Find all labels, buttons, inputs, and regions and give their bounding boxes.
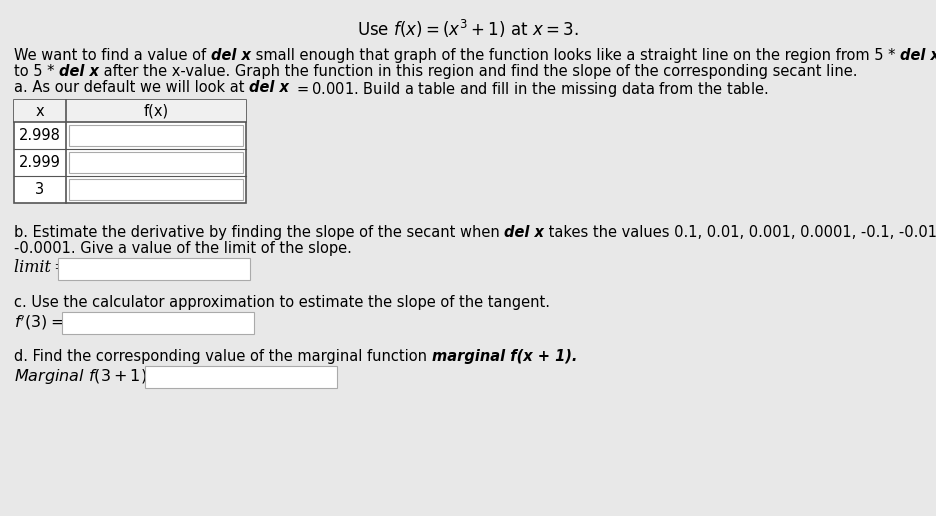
Text: -0.0001. Give a value of the limit of the slope.: -0.0001. Give a value of the limit of th… [14,241,352,256]
Bar [14,100,246,122]
Text: small enough that graph of the function looks like a straight line on the region: small enough that graph of the function … [251,48,899,63]
Text: b. Estimate the derivative by finding the slope of the secant when: b. Estimate the derivative by finding th… [14,225,505,240]
Text: f(x): f(x) [143,104,168,119]
Text: del x: del x [211,48,251,63]
Bar [69,179,243,200]
Bar [58,258,250,280]
Text: 2.998: 2.998 [19,128,61,143]
Text: marginal f(x + 1).: marginal f(x + 1). [431,349,577,364]
Text: Use $f(x) = (x^3 + 1)$ at $x = 3$.: Use $f(x) = (x^3 + 1)$ at $x = 3$. [358,18,578,40]
Text: a. As our default we will look at: a. As our default we will look at [14,80,249,95]
Text: d. Find the corresponding value of the marginal function: d. Find the corresponding value of the m… [14,349,431,364]
Text: del x: del x [249,80,289,95]
Bar [69,152,243,173]
Text: limit =: limit = [14,259,67,276]
Text: del x: del x [59,64,99,79]
Bar [62,312,254,334]
Text: $= 0.001$. Build a table and fill in the missing data from the table.: $= 0.001$. Build a table and fill in the… [289,80,768,99]
Text: 2.999: 2.999 [19,155,61,170]
Bar [69,125,243,146]
Text: c. Use the calculator approximation to estimate the slope of the tangent.: c. Use the calculator approximation to e… [14,295,550,310]
Text: after the x-value. Graph the function in this region and find the slope of the c: after the x-value. Graph the function in… [99,64,857,79]
Text: del x: del x [899,48,936,63]
Text: We want to find a value of: We want to find a value of [14,48,211,63]
Text: $\mathit{Marginal}$ $f(3+1) =$: $\mathit{Marginal}$ $f(3+1) =$ [14,367,163,386]
Text: takes the values 0.1, 0.01, 0.001, 0.0001, -0.1, -0.01, -0.001, and: takes the values 0.1, 0.01, 0.001, 0.000… [544,225,936,240]
Text: $f'(3) =$: $f'(3) =$ [14,313,64,332]
Text: del x: del x [505,225,544,240]
Bar [145,366,337,388]
Text: to 5 *: to 5 * [14,64,59,79]
Text: 3: 3 [36,182,45,197]
Text: x: x [36,104,44,119]
Bar [14,100,246,203]
